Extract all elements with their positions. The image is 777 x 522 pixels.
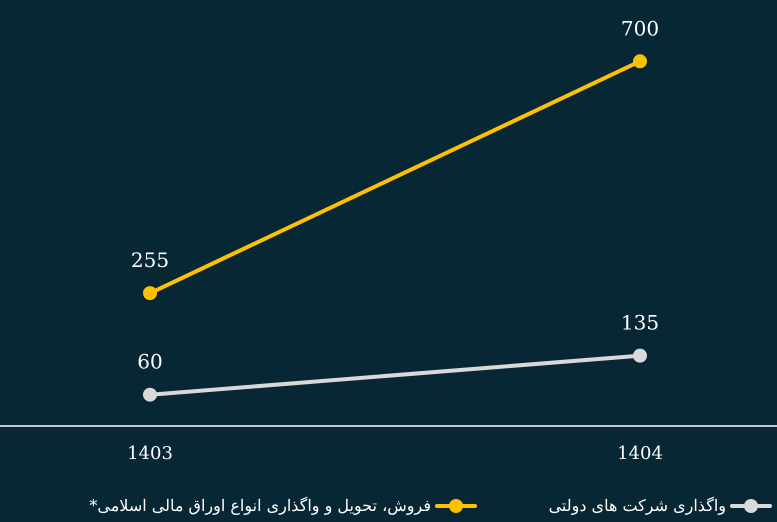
data-point-0-1 xyxy=(633,54,647,69)
legend-item-state-companies: واگذاری شرکت های دولتی xyxy=(549,496,772,515)
legend-label-islamic-securities: فروش، تحویل و واگذاری انواع اوراق مالی ا… xyxy=(89,496,431,515)
data-label-0-0: 255 xyxy=(131,248,169,272)
data-label-1-1: 135 xyxy=(621,311,659,335)
legend-swatch-islamic-securities xyxy=(435,498,477,513)
data-point-0-0 xyxy=(143,286,157,301)
series-line-0 xyxy=(148,59,642,296)
data-label-1-0: 60 xyxy=(137,350,162,374)
x-tick-label-0: 1403 xyxy=(127,443,173,464)
legend-label-state-companies: واگذاری شرکت های دولتی xyxy=(548,496,726,515)
data-point-1-1 xyxy=(633,348,647,363)
data-point-1-0 xyxy=(143,387,157,402)
data-label-0-1: 700 xyxy=(621,16,659,40)
legend: واگذاری شرکت های دولتی فروش، تحویل و واگ… xyxy=(0,496,777,520)
legend-swatch-state-companies xyxy=(730,498,772,513)
series-line-1 xyxy=(148,353,642,397)
x-tick-label-1: 1404 xyxy=(617,443,663,464)
legend-item-islamic-securities: فروش، تحویل و واگذاری انواع اوراق مالی ا… xyxy=(89,496,477,515)
